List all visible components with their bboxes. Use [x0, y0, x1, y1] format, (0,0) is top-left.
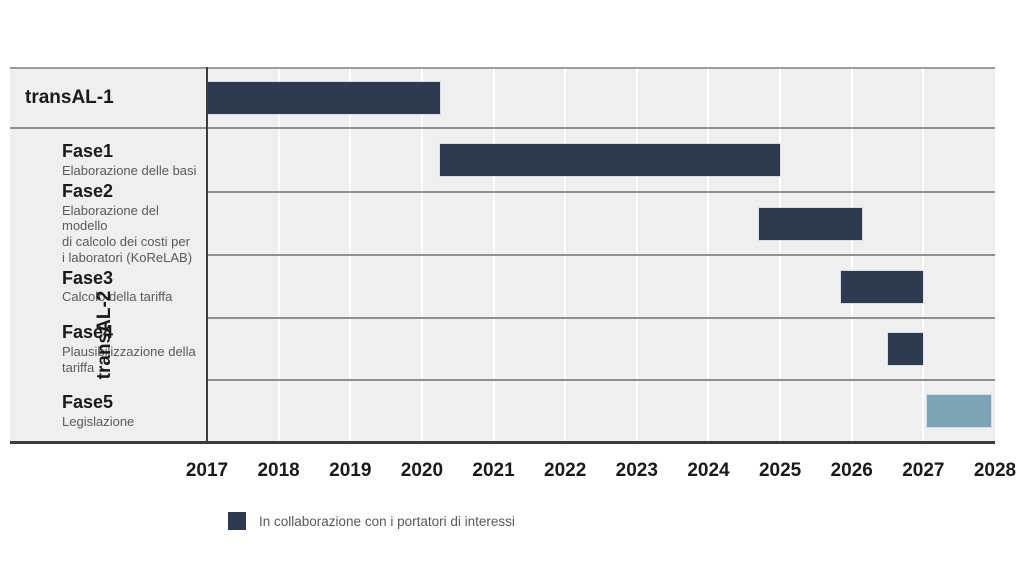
x-tick-2021: 2021 [472, 460, 515, 481]
row-title-fase4: Fase4 [62, 322, 114, 343]
label-panel-background [10, 68, 207, 442]
row-label-fase1: Fase1 Elaborazione delle basi [62, 128, 199, 192]
x-tick-2018: 2018 [257, 460, 300, 481]
x-tick-2025: 2025 [758, 460, 802, 481]
row-title-fase1: Fase1 [62, 141, 114, 162]
x-tick-2017: 2017 [185, 460, 229, 481]
y-axis-line [206, 67, 208, 442]
row-label-fase3: Fase3 Calcolo della tariffa [62, 255, 199, 318]
x-tick-2024: 2024 [687, 460, 730, 481]
x-tick-2023: 2023 [615, 460, 658, 481]
gantt-bar-fase4 [887, 333, 924, 365]
group-label-transal-2: transAL-2 [94, 290, 115, 380]
chart-bottom-border [10, 441, 995, 444]
row-subtitle-fase1: Elaborazione delle basi [62, 162, 197, 178]
legend-color-swatch [228, 512, 246, 530]
row-separator [207, 379, 995, 381]
gantt-bar-fase1 [439, 144, 781, 176]
x-tick-2026: 2026 [830, 460, 873, 481]
row-subtitle-fase2: di calcolo dei costi per [62, 234, 190, 250]
legend-label: In collaborazione con i portatori di int… [259, 513, 515, 529]
gantt-bar-transal-1 [207, 82, 440, 114]
x-tick-2027: 2027 [902, 460, 945, 481]
row-label-transal-1: transAL-1 [25, 87, 114, 108]
row-title-fase2: Fase2 [62, 180, 114, 201]
row-subtitle-fase5: Legislazione [62, 413, 135, 429]
row-separator [207, 317, 995, 319]
gantt-bar-fase2 [758, 207, 863, 240]
x-tick-2022: 2022 [544, 460, 587, 481]
legend: In collaborazione con i portatori di int… [228, 512, 515, 530]
row-separator [207, 254, 995, 256]
row-label-fase4: Fase4 Plausibilizzazione della tariffa [62, 318, 199, 380]
row-subtitle-fase4: Plausibilizzazione della [62, 343, 196, 359]
row-separator [10, 127, 995, 129]
row-separator [207, 191, 995, 193]
gantt-bar-fase3 [840, 270, 924, 303]
x-tick-2028: 2028 [973, 460, 1017, 481]
row-title-fase3: Fase3 [62, 267, 114, 288]
chart-top-border [10, 67, 995, 69]
x-tick-2019: 2019 [329, 460, 372, 481]
row-subtitle-fase4: tariffa [62, 359, 95, 375]
row-subtitle-fase3: Calcolo della tariffa [62, 289, 173, 305]
gantt-bar-fase5 [926, 395, 992, 427]
row-label-fase5: Fase5 Legislazione [62, 380, 199, 442]
row-title-fase5: Fase5 [62, 392, 114, 413]
x-tick-2020: 2020 [400, 460, 444, 481]
row-label-fase2: Fase2 Elaborazione del modello di calcolo … [62, 181, 199, 265]
row-subtitle-fase2: i laboratori (KoReLAB) [62, 250, 193, 266]
row-subtitle-fase2: Elaborazione del modello [62, 202, 159, 234]
